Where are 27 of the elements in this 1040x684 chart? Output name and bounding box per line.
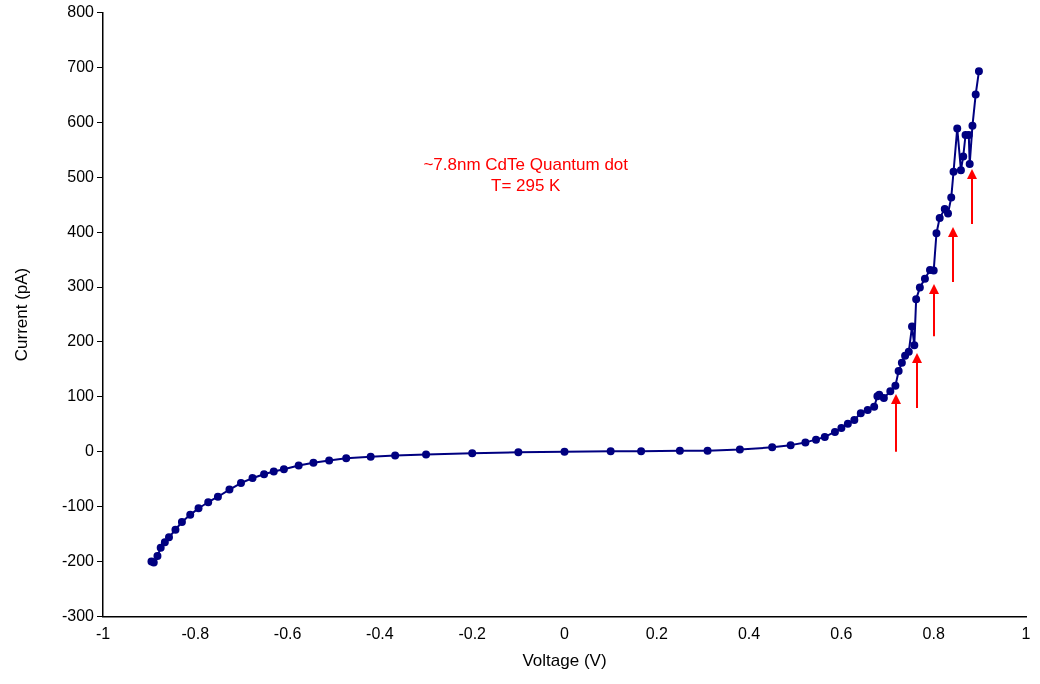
y-tick-label: -100 (61, 497, 95, 515)
x-tick-label: 0.6 (830, 625, 853, 643)
y-tick-label: 300 (67, 277, 95, 295)
x-tick-label: -0.8 (181, 625, 210, 643)
y-tick-label: 700 (67, 57, 95, 75)
y-tick-label: -300 (61, 606, 95, 624)
y-tick-label: 100 (67, 387, 95, 405)
x-tick-label: -0.2 (458, 625, 487, 643)
x-tick-label: 0 (560, 625, 570, 643)
y-tick-label: -200 (61, 551, 95, 569)
x-tick-label: 0.2 (645, 625, 669, 643)
x-tick-label: -1 (95, 625, 111, 643)
annotation: ~7.8nm CdTe Quantum dot (423, 155, 629, 175)
y-tick-label: 400 (67, 222, 95, 240)
y-tick-label: 800 (67, 3, 95, 21)
y-axis-title: Current (pA) (11, 267, 31, 362)
x-axis-title: Voltage (V) (522, 651, 607, 671)
x-tick-label: 0.4 (737, 625, 761, 643)
y-tick-label: 0 (85, 442, 95, 460)
x-tick-label: -0.4 (366, 625, 394, 643)
y-tick-label: 600 (67, 112, 95, 130)
x-tick-label: -0.6 (273, 625, 302, 643)
y-tick-label: 200 (67, 332, 95, 350)
y-tick-label: 500 (67, 167, 95, 185)
x-tick-label: 0.8 (922, 625, 945, 643)
annotation: T= 295 K (491, 176, 562, 196)
x-tick-label: 1 (1021, 625, 1031, 643)
